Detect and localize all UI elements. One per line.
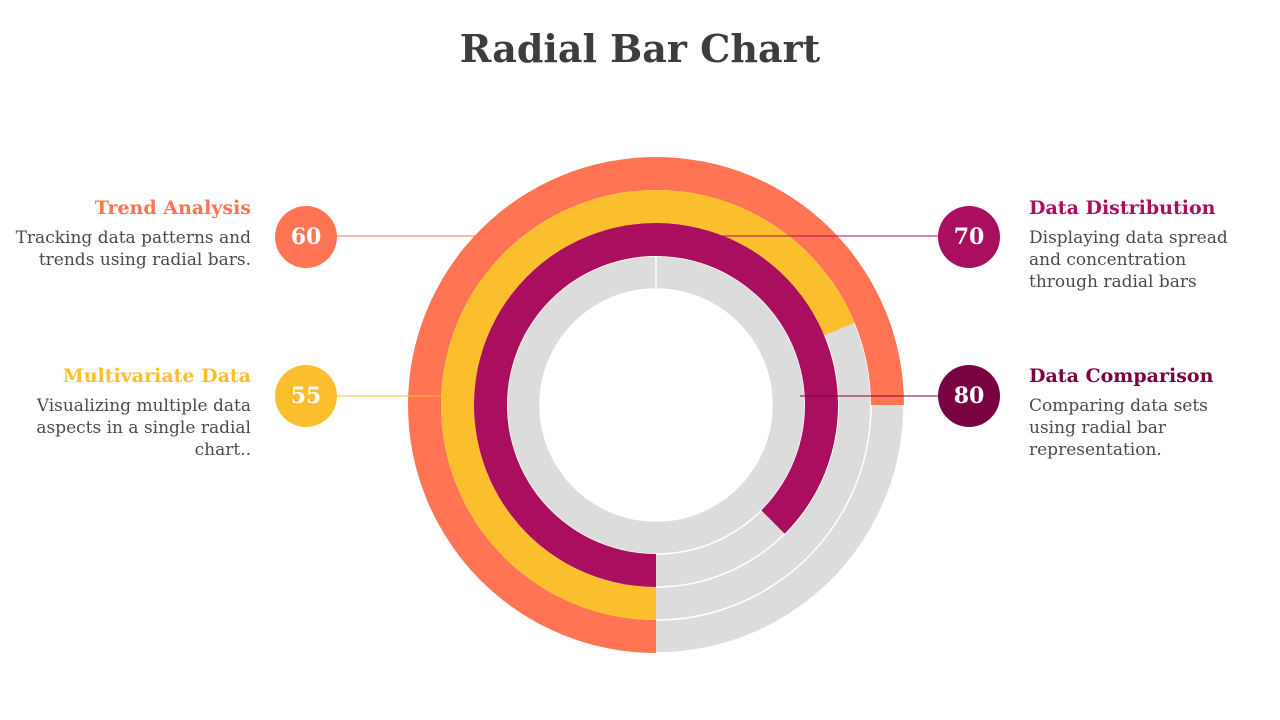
label-multivariate-data: Multivariate Data Visualizing multiple d… [11,365,251,461]
value-badge-data-distribution: 70 [938,206,1000,268]
label-data-comparison: Data Comparison Comparing data sets usin… [1029,365,1239,461]
label-description: Comparing data sets using radial bar rep… [1029,396,1208,460]
label-trend-analysis: Trend Analysis Tracking data patterns an… [11,197,251,271]
label-title: Data Comparison [1029,365,1214,387]
value-badge-trend-analysis: 60 [275,206,337,268]
value-badge-data-comparison: 80 [938,365,1000,427]
label-title: Multivariate Data [62,365,251,387]
label-description: Visualizing multiple data aspects in a s… [36,396,251,460]
page-title: Radial Bar Chart [459,26,821,71]
label-description: Displaying data spread and concentration… [1029,228,1228,292]
label-description: Tracking data patterns and trends using … [15,228,251,270]
label-title: Data Distribution [1029,197,1216,219]
label-data-distribution: Data Distribution Displaying data spread… [1029,197,1239,293]
label-title: Trend Analysis [94,197,251,219]
track-ring-3 [506,255,806,555]
value-badge-multivariate-data: 55 [275,365,337,427]
